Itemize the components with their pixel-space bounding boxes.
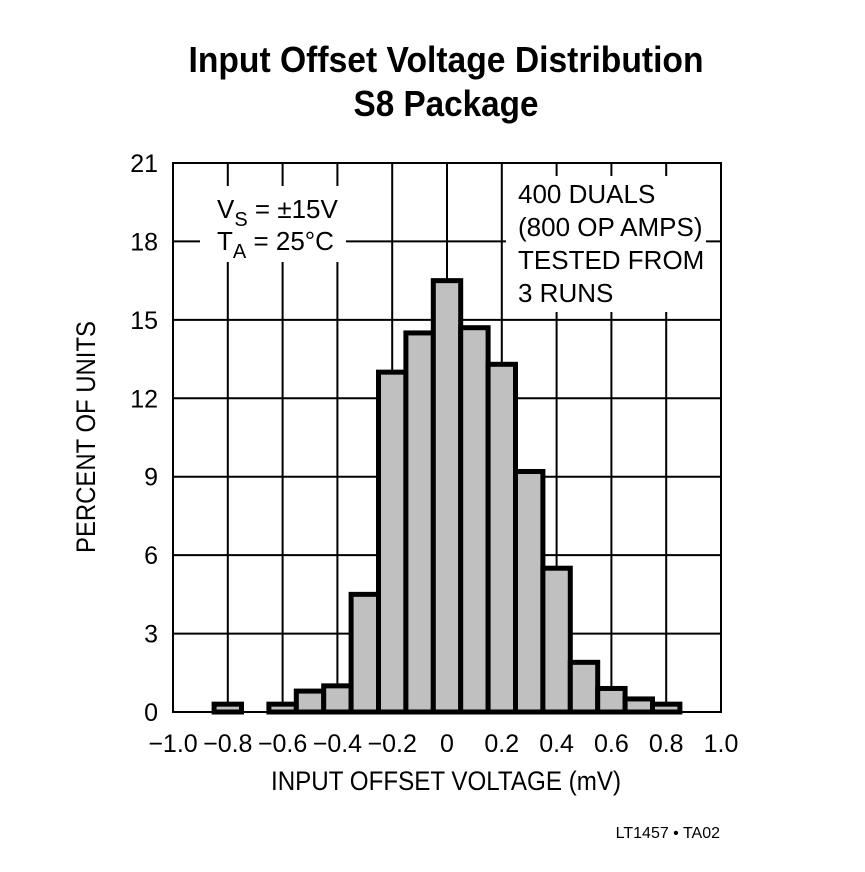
condition-value: = ±15V [248, 194, 339, 224]
y-tick-label: 12 [130, 385, 158, 413]
y-tick-label: 0 [144, 699, 158, 727]
bar [376, 369, 409, 715]
condition-subscript: S [234, 209, 247, 231]
bar [513, 468, 546, 715]
bar [348, 591, 382, 715]
bar [458, 325, 491, 715]
condition-subscript: A [233, 241, 247, 263]
bar [567, 659, 601, 715]
note-line: 3 RUNS [518, 278, 613, 308]
bar [540, 565, 573, 715]
y-tick-label: 3 [144, 621, 158, 649]
note-line: 400 DUALS [518, 179, 655, 209]
x-tick-label: −0.4 [313, 730, 362, 758]
bar [211, 701, 245, 715]
condition-symbol: T [217, 226, 233, 256]
chart-subtitle: S8 Package [354, 83, 539, 124]
condition: TA = 25°C [217, 226, 334, 263]
note-line: TESTED FROM [518, 245, 704, 275]
bar [650, 701, 683, 715]
note-box [506, 176, 706, 312]
note-line: (800 OP AMPS) [518, 212, 703, 242]
y-tick-label: 18 [130, 228, 158, 256]
condition-box [200, 186, 346, 262]
x-axis-label: INPUT OFFSET VOLTAGE (mV) [271, 766, 621, 796]
y-tick-label: 21 [130, 150, 158, 178]
x-tick-label: −0.8 [203, 730, 252, 758]
x-tick-label: −1.0 [148, 730, 197, 758]
bar [622, 696, 655, 715]
bar [485, 361, 519, 715]
x-tick-label: 0 [440, 730, 454, 758]
plot-frame [172, 162, 722, 713]
x-tick-label: −0.6 [258, 730, 307, 758]
x-tick-label: 0.4 [539, 730, 574, 758]
x-tick-label: 0.2 [484, 730, 519, 758]
bar [430, 278, 464, 715]
footer: LT1457 • TA02 [616, 825, 720, 842]
y-tick-label: 15 [130, 307, 158, 335]
x-tick-label: −0.2 [368, 730, 417, 758]
bar [293, 688, 327, 715]
bar [403, 330, 436, 715]
chart-title: Input Offset Voltage Distribution [189, 39, 704, 80]
x-tick-label: 0.8 [649, 730, 684, 758]
bar [266, 701, 299, 715]
bar [595, 685, 628, 715]
bars [211, 278, 683, 715]
condition-value: = 25°C [246, 226, 334, 256]
condition-symbol: V [217, 194, 235, 224]
condition: VS = ±15V [217, 194, 339, 231]
y-axis-label: PERCENT OF UNITS [71, 321, 101, 553]
x-tick-label: 1.0 [704, 730, 739, 758]
bar [321, 683, 354, 715]
y-tick-label: 9 [144, 464, 158, 492]
x-tick-label: 0.6 [594, 730, 629, 758]
y-tick-label: 6 [144, 542, 158, 570]
